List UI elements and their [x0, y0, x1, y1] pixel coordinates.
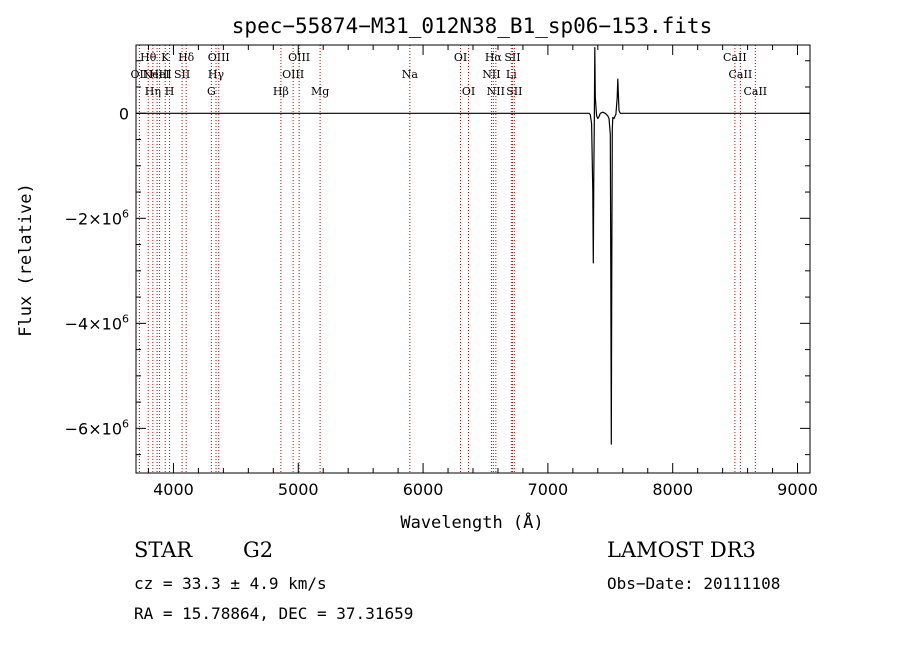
line-label-9: G — [207, 85, 216, 98]
line-label-10: Hγ — [208, 68, 225, 81]
redshift-cz: cz = 33.3 ± 4.9 km/s — [134, 574, 327, 593]
line-label-0: OII — [131, 68, 149, 81]
line-label-5: K — [161, 51, 170, 64]
line-label-13: OIII — [282, 68, 304, 81]
y-tick-label-2: −4×106 — [65, 312, 129, 333]
line-label-18: OI — [462, 85, 475, 98]
series-line-0 — [136, 46, 810, 445]
y-axis-label: Flux (relative) — [16, 183, 36, 337]
line-label-14: OIII — [288, 51, 310, 64]
line-label-17: OI — [454, 51, 467, 64]
ra-dec-coordinates: RA = 15.78864, DEC = 37.31659 — [134, 604, 414, 623]
y-tick-label-1: −2×106 — [65, 207, 129, 228]
y-tick-label-3: −6×106 — [65, 417, 129, 438]
x-tick-label-2: 6000 — [403, 480, 444, 499]
x-tick-label-3: 7000 — [528, 480, 569, 499]
x-tick-label-5: 9000 — [777, 480, 818, 499]
object-subclass: G2 — [243, 538, 274, 562]
y-tick-label-0: 0 — [119, 104, 129, 123]
y-axis-ticks: 0 −2×106 −4×106 −6×106 — [65, 60, 810, 456]
line-label-12: Hβ — [273, 85, 289, 98]
x-axis-ticks: 4000 5000 6000 7000 8000 9000 — [147, 45, 818, 499]
line-label-3: NeIII — [143, 68, 172, 81]
x-tick-label-1: 5000 — [278, 480, 319, 499]
x-tick-label-4: 8000 — [652, 480, 693, 499]
line-label-26: CaII — [729, 68, 753, 81]
line-label-1: Hθ — [140, 51, 157, 64]
spectral-line-markers — [138, 45, 756, 473]
line-label-6: H — [165, 85, 175, 98]
line-label-11: OIII — [208, 51, 230, 64]
line-label-7: SII — [174, 68, 190, 81]
line-label-23: SII — [504, 51, 520, 64]
spectrum-series — [136, 46, 810, 445]
line-label-25: CaII — [723, 51, 747, 64]
line-label-24: SII — [506, 85, 522, 98]
x-axis-label: Wavelength (Å) — [400, 511, 543, 533]
observation-date: Obs−Date: 20111108 — [607, 574, 781, 593]
line-label-27: CaII — [743, 85, 767, 98]
line-label-8: Hδ — [178, 51, 195, 64]
line-label-22: Li — [506, 68, 517, 81]
line-label-2: Hη — [145, 85, 161, 98]
line-label-20: Hα — [485, 51, 503, 64]
line-label-19: NII — [482, 68, 500, 81]
object-class: STAR — [134, 538, 193, 562]
x-tick-label-0: 4000 — [153, 480, 194, 499]
line-label-15: Mg — [311, 85, 329, 98]
line-label-16: Na — [402, 68, 419, 81]
line-label-4: HeI — [149, 68, 169, 81]
chart-title: spec−55874−M31_012N38_B1_sp06−153.fits — [232, 14, 712, 38]
survey-name: LAMOST DR3 — [607, 538, 756, 562]
plot-frame — [135, 44, 811, 474]
line-label-21: NII — [487, 85, 505, 98]
